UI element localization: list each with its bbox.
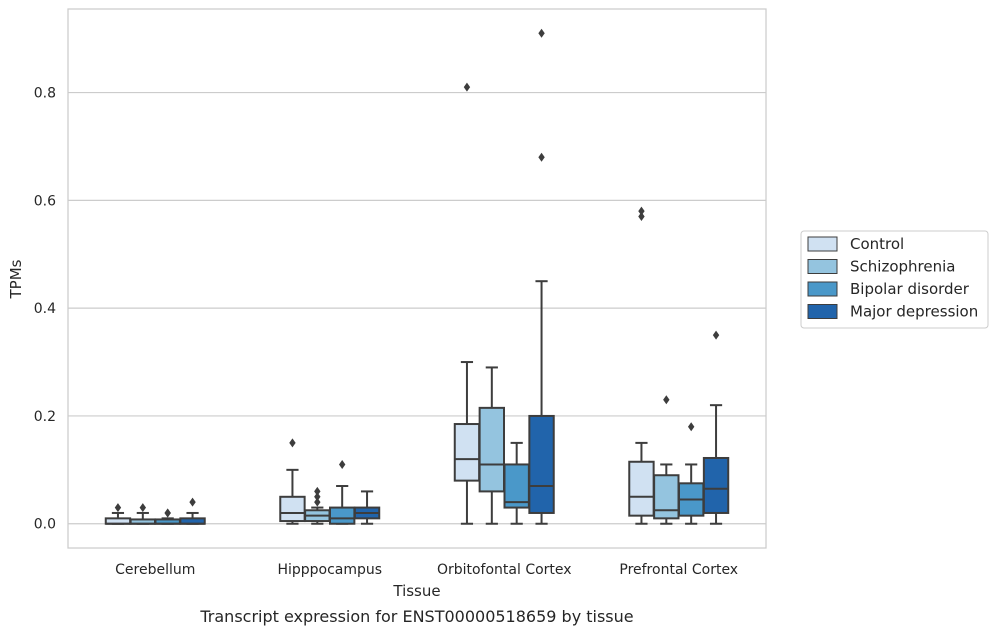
y-tick-label: 0.0 (34, 517, 56, 533)
iqr-box (453, 423, 481, 482)
box-schizophrenia (653, 395, 680, 525)
box-control (628, 206, 655, 525)
outlier-point (663, 395, 670, 405)
legend-items: Control Schizophrenia Bipolar disorder Majo… (807, 235, 978, 321)
x-tick-label: Hipppocampus (277, 562, 382, 578)
box-major-depression (702, 330, 730, 525)
y-tick-label: 0.8 (34, 86, 56, 102)
legend: Control Schizophrenia Bipolar disorder Majo… (800, 230, 989, 329)
x-tick-labels: Cerebellum Hipppocampus Orbitofontal Corte… (115, 562, 738, 578)
iqr-box (478, 406, 506, 493)
x-tick-label: Prefrontal Cortex (619, 562, 738, 578)
outlier-point (139, 503, 147, 513)
iqr-box (528, 414, 555, 514)
outlier-point (164, 508, 171, 518)
x-axis-title: Tissue (392, 582, 440, 600)
outlier-point (289, 438, 296, 448)
x-tick-label: Cerebellum (115, 562, 195, 578)
iqr-box (503, 463, 530, 509)
iqr-box (653, 474, 680, 520)
outlier-point (114, 503, 122, 513)
iqr-box (279, 495, 306, 523)
box-major-depression (179, 497, 206, 525)
axes-frame (67, 8, 767, 549)
iqr-box (628, 460, 655, 517)
x-tick-label: Orbitofontal Cortex (437, 562, 572, 578)
outlier-point (189, 497, 196, 507)
outlier-point (638, 206, 645, 216)
legend-swatch (807, 281, 838, 297)
outlier-point (538, 28, 545, 38)
outlier-point (538, 152, 545, 162)
outlier-point (638, 212, 645, 222)
box-major-depression (528, 28, 555, 525)
iqr-box (328, 506, 356, 525)
y-tick-label: 0.2 (34, 409, 56, 425)
iqr-box (702, 456, 730, 514)
box-bipolar-disorder (677, 422, 705, 525)
box-control (453, 82, 481, 525)
legend-label: Bipolar disorder (850, 280, 970, 298)
legend-label: Major depression (850, 303, 978, 321)
box-schizophrenia (304, 486, 331, 525)
y-tick-labels: 0.0 0.2 0.4 0.6 0.8 (34, 86, 56, 533)
grid-layer (68, 91, 766, 525)
legend-label: Schizophrenia (850, 258, 955, 276)
box-schizophrenia (129, 503, 157, 525)
outlier-point (314, 492, 321, 502)
y-tick-label: 0.6 (34, 193, 56, 209)
legend-swatch (807, 304, 838, 319)
legend-frame (800, 230, 989, 329)
box-schizophrenia (478, 366, 506, 525)
box-layer (104, 28, 730, 525)
chart-caption: Transcript expression for ENST0000051865… (199, 607, 633, 626)
outlier-point (687, 422, 695, 432)
legend-swatch (807, 236, 838, 252)
box-control (104, 503, 132, 525)
box-bipolar-disorder (154, 508, 181, 525)
outlier-point (314, 497, 321, 507)
outlier-point (338, 459, 346, 469)
box-bipolar-disorder (328, 459, 356, 525)
box-control (279, 438, 306, 525)
legend-label: Control (850, 235, 904, 253)
outlier-point (314, 486, 321, 496)
box-bipolar-disorder (503, 441, 530, 525)
outlier-point (463, 82, 471, 92)
y-axis-title: TPMs (7, 259, 25, 299)
y-tick-label: 0.4 (34, 301, 56, 317)
legend-swatch (807, 259, 838, 274)
outlier-point (712, 330, 720, 340)
box-major-depression (353, 490, 381, 525)
